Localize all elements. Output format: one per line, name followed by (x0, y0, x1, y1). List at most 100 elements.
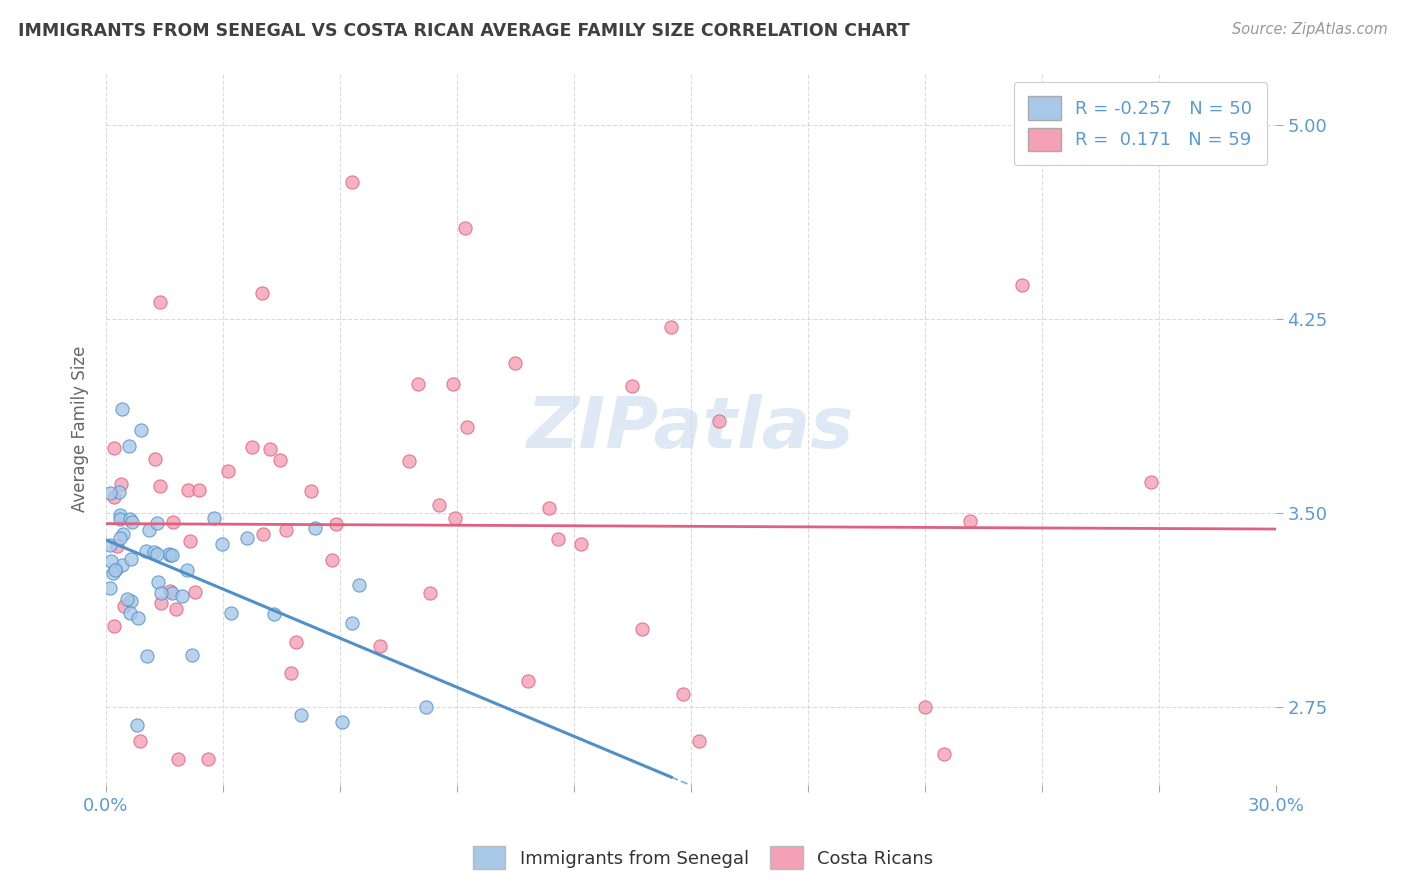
Point (135, 544, 157, 558)
Point (321, 553, 343, 567)
Point (419, 586, 441, 600)
Point (672, 687, 695, 701)
Point (110, 531, 132, 545)
Point (120, 512, 142, 526)
Point (101, 566, 124, 581)
Point (368, 640, 391, 654)
Point (146, 547, 169, 561)
Point (349, 578, 371, 592)
Point (105, 539, 128, 553)
Point (146, 575, 169, 590)
Point (110, 477, 132, 491)
Point (162, 516, 184, 530)
Point (149, 479, 172, 493)
Point (250, 285, 273, 300)
Point (110, 558, 132, 572)
Point (252, 527, 274, 541)
Point (120, 594, 142, 608)
Point (688, 733, 710, 747)
Point (149, 295, 172, 310)
Point (453, 221, 475, 235)
Point (443, 511, 465, 525)
Point (538, 500, 561, 515)
Point (516, 674, 538, 689)
Point (427, 498, 450, 512)
Point (569, 536, 592, 550)
Point (398, 454, 420, 468)
Point (340, 616, 363, 631)
Point (707, 414, 730, 428)
Point (659, 319, 682, 334)
Point (1011, 278, 1033, 293)
Point (332, 714, 354, 729)
Point (340, 175, 363, 189)
Point (547, 532, 569, 546)
Point (263, 607, 285, 622)
Point (150, 596, 173, 610)
Point (188, 483, 211, 498)
Text: Source: ZipAtlas.com: Source: ZipAtlas.com (1232, 22, 1388, 37)
Point (197, 752, 219, 766)
Point (103, 619, 125, 633)
Point (659, 830, 682, 844)
Point (304, 521, 326, 535)
Point (959, 514, 981, 528)
Point (456, 419, 478, 434)
Point (121, 516, 143, 530)
Point (183, 584, 205, 599)
Point (145, 516, 167, 530)
Point (284, 635, 307, 649)
Point (1140, 475, 1163, 489)
Point (142, 544, 165, 558)
Point (441, 377, 464, 392)
Point (631, 622, 654, 636)
Point (505, 356, 527, 370)
Text: IMMIGRANTS FROM SENEGAL VS COSTA RICAN AVERAGE FAMILY SIZE CORRELATION CHART: IMMIGRANTS FROM SENEGAL VS COSTA RICAN A… (18, 22, 910, 40)
Point (269, 453, 291, 467)
Point (299, 483, 322, 498)
Point (98, 581, 121, 595)
Point (108, 508, 131, 522)
Point (914, 700, 936, 714)
Point (103, 441, 125, 455)
Point (103, 490, 125, 504)
Point (167, 752, 190, 766)
Point (280, 665, 302, 680)
Legend: Immigrants from Senegal, Costa Ricans: Immigrants from Senegal, Costa Ricans (464, 838, 942, 879)
Point (150, 586, 173, 600)
Point (138, 523, 160, 537)
Point (181, 648, 204, 662)
Point (98, 485, 121, 500)
Point (115, 591, 138, 606)
Point (202, 511, 225, 525)
Point (165, 602, 187, 616)
Point (127, 611, 149, 625)
Point (172, 589, 194, 603)
Point (274, 523, 297, 537)
Point (217, 464, 239, 478)
Point (221, 606, 243, 620)
Point (162, 586, 184, 600)
Point (110, 402, 132, 417)
Point (120, 606, 142, 620)
Point (179, 534, 201, 549)
Point (259, 442, 281, 456)
Point (934, 747, 956, 761)
Point (406, 376, 429, 391)
Legend: R = -0.257   N = 50, R =  0.171   N = 59: R = -0.257 N = 50, R = 0.171 N = 59 (1014, 82, 1267, 165)
Point (104, 563, 127, 577)
Point (159, 549, 181, 563)
Point (127, 718, 149, 732)
Point (129, 423, 152, 437)
Point (143, 452, 166, 467)
Point (176, 563, 198, 577)
Point (111, 527, 134, 541)
Point (135, 648, 157, 663)
Y-axis label: Average Family Size: Average Family Size (72, 346, 89, 512)
Point (108, 512, 131, 526)
Point (98, 538, 121, 552)
Point (105, 562, 128, 576)
Point (160, 548, 183, 562)
Point (621, 378, 644, 392)
Point (290, 707, 312, 722)
